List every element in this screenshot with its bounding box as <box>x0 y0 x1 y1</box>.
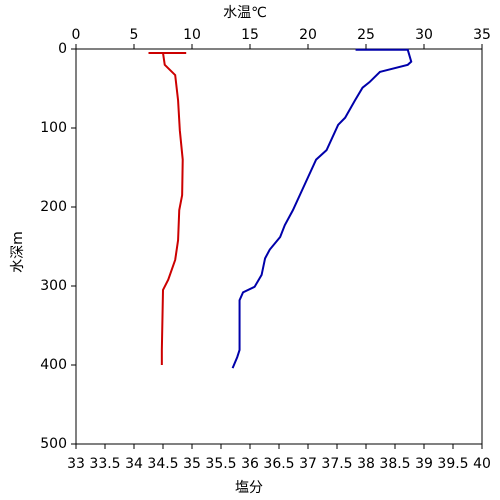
y-tick-label: 300 <box>40 278 67 294</box>
y-tick-label: 100 <box>40 120 67 136</box>
x-tick-label: 33.5 <box>89 456 120 472</box>
x2-tick-label: 35 <box>473 27 491 43</box>
x-tick-label: 39 <box>415 456 433 472</box>
x-axis-label: 塩分 <box>235 480 263 496</box>
x2-tick-label: 30 <box>415 27 433 43</box>
plot-frame <box>75 48 483 445</box>
x2-tick-label: 25 <box>357 27 375 43</box>
x-tick-label: 37.5 <box>321 456 352 472</box>
x-tick-label: 33 <box>67 456 85 472</box>
x-tick-label: 36 <box>241 456 259 472</box>
y-tick-label: 0 <box>58 41 67 57</box>
x2-tick-label: 15 <box>241 27 259 43</box>
x-tick-label: 38 <box>357 456 375 472</box>
y-tick-label: 400 <box>40 357 67 373</box>
x2-tick-label: 5 <box>130 27 139 43</box>
y-tick-label: 500 <box>40 436 67 452</box>
x-tick-label: 35 <box>183 456 201 472</box>
x-tick-label: 35.5 <box>205 456 236 472</box>
profile-line <box>148 51 187 365</box>
x-tick-label: 34 <box>125 456 143 472</box>
x-tick-label: 40 <box>473 456 491 472</box>
profile-line <box>231 48 413 369</box>
y-tick-label: 200 <box>40 199 67 215</box>
x-tick-label: 38.5 <box>379 456 410 472</box>
x-tick-label: 34.5 <box>147 456 178 472</box>
y-axis-label: 水深m <box>10 231 26 273</box>
x-tick-label: 36.5 <box>263 456 294 472</box>
x2-tick-label: 0 <box>72 27 81 43</box>
x2-tick-label: 10 <box>183 27 201 43</box>
x2-axis-label: 水温℃ <box>223 5 267 21</box>
x2-tick-label: 20 <box>299 27 317 43</box>
x-tick-label: 39.5 <box>437 456 468 472</box>
x-tick-label: 37 <box>299 456 317 472</box>
